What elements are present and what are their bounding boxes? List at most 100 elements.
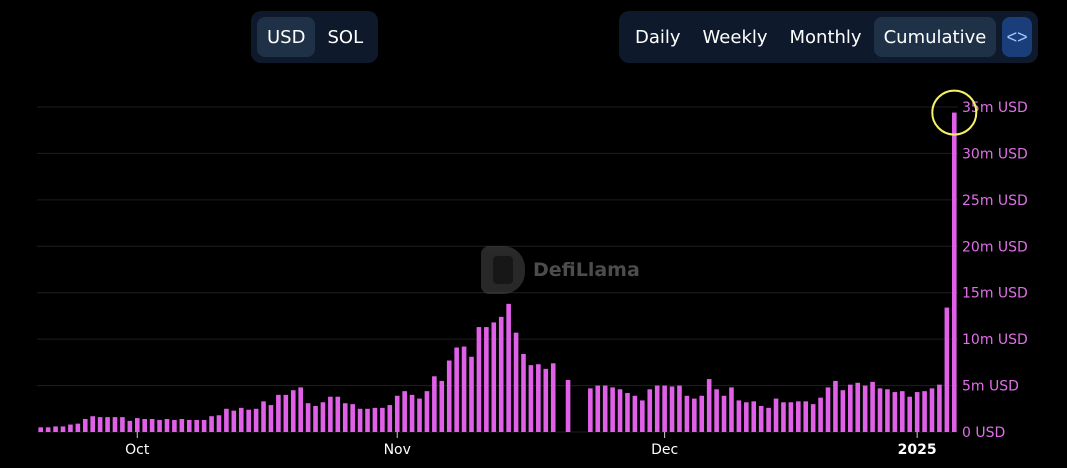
bar	[550, 363, 556, 432]
bar	[847, 384, 853, 432]
bar	[186, 419, 192, 432]
bar	[543, 368, 549, 432]
currency-usd-button[interactable]: USD	[257, 17, 316, 57]
bar	[833, 380, 838, 432]
bar	[922, 391, 927, 432]
bar	[595, 385, 601, 432]
bar	[796, 401, 801, 432]
bar	[951, 112, 957, 433]
bar	[261, 401, 266, 432]
bar	[298, 387, 303, 432]
bar	[439, 380, 445, 432]
bar	[97, 417, 103, 432]
y-tick-label: 30m USD	[962, 146, 1028, 162]
bar	[432, 376, 437, 432]
watermark: DefiLlama	[481, 246, 640, 294]
bar	[313, 406, 318, 432]
bar	[536, 364, 541, 432]
bar	[706, 379, 712, 432]
bar	[409, 394, 415, 432]
bar	[60, 426, 66, 432]
bar	[714, 389, 719, 432]
bar	[75, 423, 81, 432]
bar	[216, 415, 222, 432]
bar	[914, 392, 920, 432]
period-daily-button[interactable]: Daily	[635, 26, 681, 48]
bar	[892, 392, 898, 432]
bar	[172, 419, 177, 432]
bar	[640, 400, 645, 432]
bar	[68, 424, 73, 432]
bar	[238, 407, 244, 432]
bar	[565, 380, 571, 432]
bar	[773, 398, 779, 432]
bar	[669, 386, 675, 432]
bar	[818, 397, 823, 432]
bar	[506, 303, 511, 432]
bar	[521, 354, 526, 432]
bar	[855, 382, 861, 432]
bar	[870, 381, 875, 432]
bar	[268, 405, 274, 432]
bar	[758, 406, 764, 432]
bar	[350, 404, 355, 432]
bar	[647, 389, 653, 432]
bar	[342, 403, 348, 432]
bar	[112, 417, 118, 432]
currency-sol-button[interactable]: SOL	[327, 26, 364, 48]
bar	[45, 427, 51, 432]
bar	[781, 402, 786, 432]
bar	[461, 346, 467, 432]
bar	[194, 419, 199, 432]
bar	[394, 395, 400, 432]
code-icon[interactable]: <>	[1002, 17, 1032, 57]
bar	[157, 419, 162, 432]
bar	[283, 394, 289, 432]
bar	[944, 307, 950, 432]
bar	[365, 408, 370, 432]
bar	[380, 407, 385, 432]
bar	[424, 391, 430, 432]
bar	[491, 322, 497, 432]
bar	[662, 385, 667, 432]
currency-toggle: USD SOL	[251, 11, 378, 63]
period-weekly-button[interactable]: Weekly	[702, 26, 768, 48]
bar	[907, 396, 913, 432]
y-tick-label: 35m USD	[962, 100, 1028, 116]
bar	[899, 391, 905, 432]
defillama-logo-icon	[481, 246, 525, 294]
bar	[766, 407, 771, 432]
bar	[253, 408, 259, 432]
bar	[290, 390, 296, 432]
x-tick-label: Nov	[384, 442, 411, 458]
bar	[654, 385, 660, 432]
bar	[803, 401, 809, 432]
bar	[840, 390, 846, 432]
bar	[721, 395, 727, 432]
bar	[610, 387, 615, 432]
x-tick-label: Dec	[651, 442, 678, 458]
period-cumulative-button[interactable]: Cumulative	[873, 17, 997, 57]
y-tick-label: 0 USD	[962, 425, 1005, 441]
bar	[788, 402, 794, 432]
bar	[736, 400, 742, 432]
bar	[877, 388, 883, 432]
bar	[105, 417, 110, 432]
bar	[446, 360, 452, 432]
bar	[335, 396, 341, 432]
bar	[513, 332, 519, 432]
bar	[142, 419, 148, 432]
bar	[53, 426, 58, 432]
bar	[751, 401, 757, 432]
bar	[402, 391, 407, 432]
bar	[38, 427, 44, 432]
period-monthly-button[interactable]: Monthly	[789, 26, 862, 48]
bar	[684, 395, 690, 432]
highlight-circle	[931, 89, 978, 136]
bar	[231, 410, 237, 432]
bar	[90, 416, 96, 432]
bar	[484, 327, 489, 432]
bar	[224, 408, 229, 432]
bar	[179, 419, 185, 432]
bar	[588, 388, 593, 432]
